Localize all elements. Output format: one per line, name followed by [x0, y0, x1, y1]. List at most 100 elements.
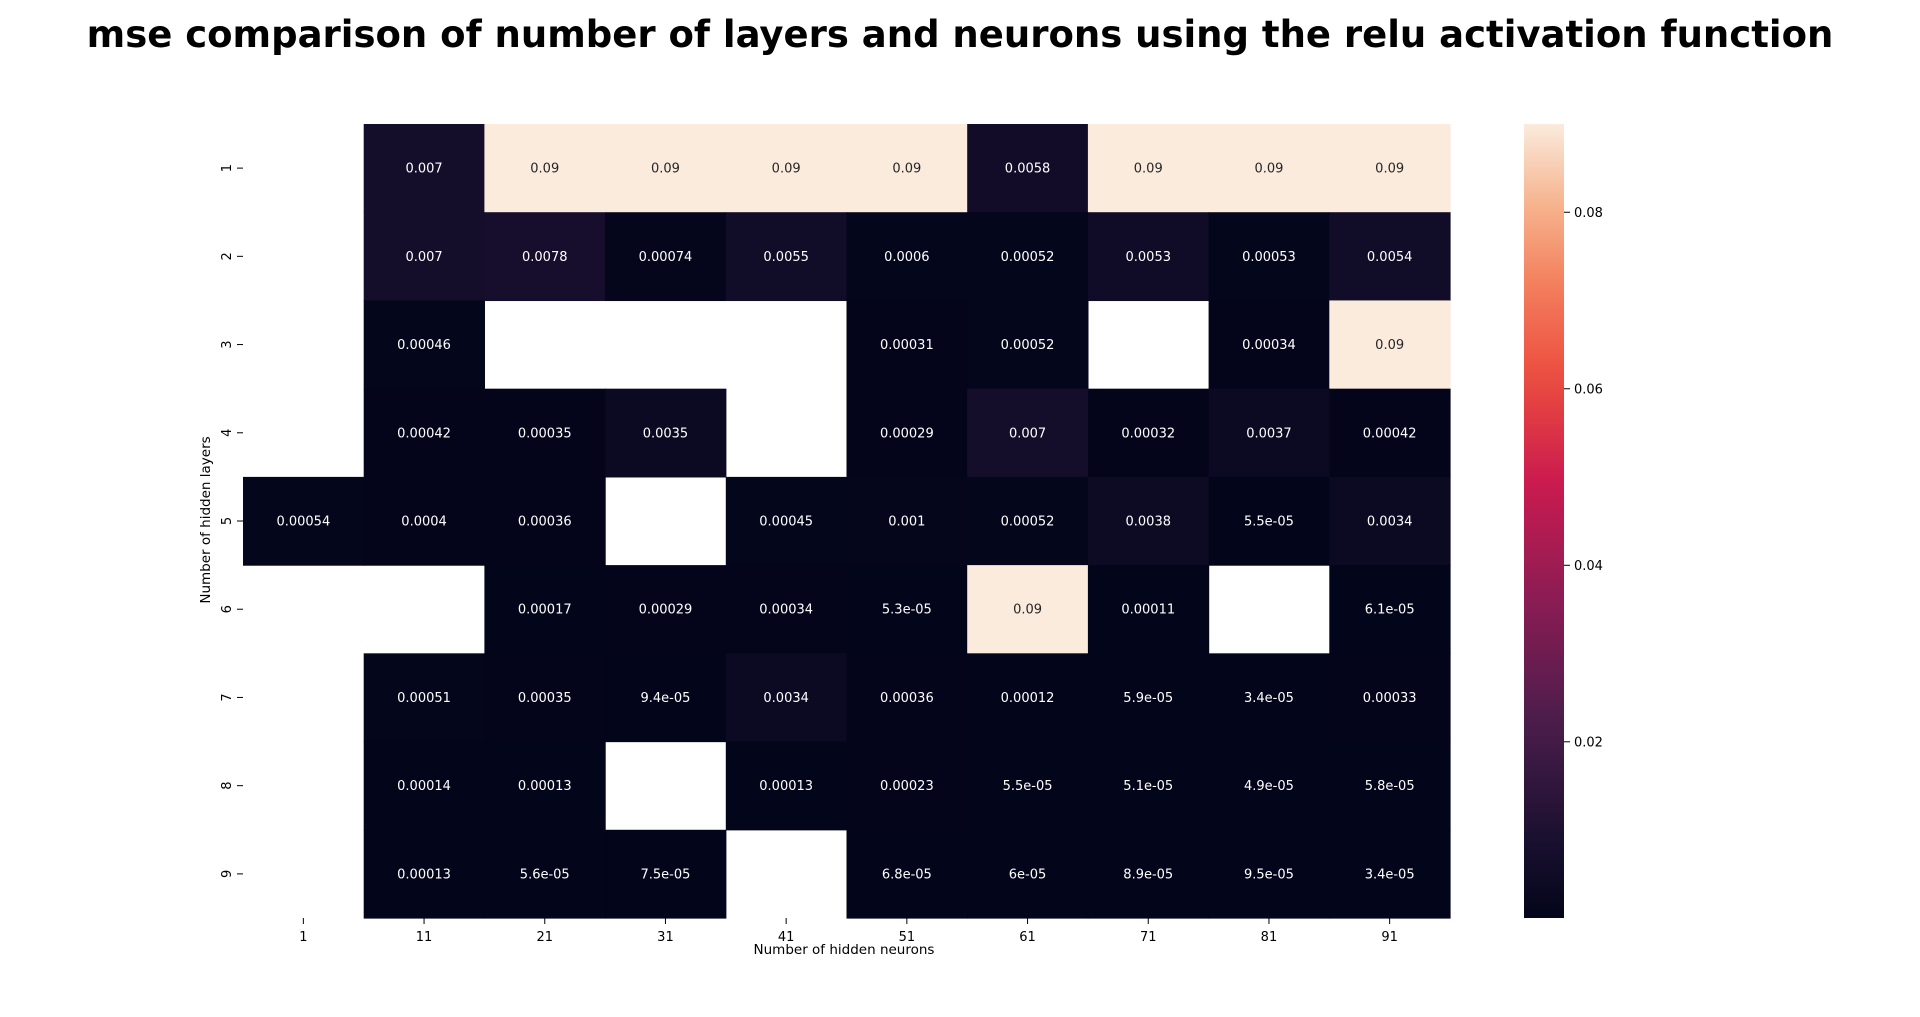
cell-annotation: 0.00054	[276, 515, 330, 530]
y-axis: 1 2 3 4 5 6 7 8 9	[220, 164, 243, 878]
cell-annotation: 0.0038	[1126, 515, 1172, 530]
heatmap-cell	[1208, 653, 1330, 743]
chart-title: mse comparison of number of layers and n…	[86, 13, 1834, 56]
heatmap-cell	[846, 300, 968, 390]
cell-annotation: 0.09	[1375, 338, 1404, 353]
x-tick-label: 71	[1140, 930, 1157, 945]
y-tick-label: 6	[220, 605, 235, 613]
cell-annotation: 0.00017	[518, 603, 572, 618]
heatmap-cell	[846, 212, 968, 302]
colorbar-gradient	[1524, 124, 1564, 918]
heatmap-cell	[363, 124, 485, 213]
heatmap-cell	[363, 829, 485, 919]
heatmap-cell	[967, 565, 1089, 654]
cell-annotation: 0.00053	[1242, 250, 1296, 265]
heatmap-cell	[605, 388, 727, 478]
cell-annotation: 0.00031	[880, 338, 934, 353]
cell-annotation: 0.09	[772, 162, 801, 177]
cell-annotation: 7.5e-05	[640, 867, 690, 882]
x-tick-label: 51	[899, 930, 916, 945]
cell-annotation: 0.007	[1009, 426, 1046, 441]
heatmap-cell	[1087, 741, 1210, 831]
heatmap-cell	[1087, 124, 1210, 213]
cell-annotation: 5.3e-05	[882, 603, 932, 618]
cell-annotation: 0.00036	[880, 691, 934, 706]
heatmap-cell	[725, 476, 848, 566]
cell-annotation: 6.8e-05	[882, 867, 932, 882]
cell-annotation: 0.09	[651, 162, 680, 177]
cell-annotation: 0.0035	[643, 426, 689, 441]
heatmap-cell	[725, 124, 848, 213]
heatmap-cells	[243, 124, 1451, 919]
y-tick-label: 8	[220, 782, 235, 790]
cell-annotation: 0.00011	[1121, 603, 1175, 618]
heatmap-cell	[967, 829, 1089, 919]
colorbar-tick-label: 0.08	[1574, 206, 1603, 221]
x-tick-label: 1	[299, 930, 307, 945]
heatmap-cell	[363, 653, 485, 743]
heatmap-cell	[243, 476, 365, 566]
x-tick-label: 91	[1381, 930, 1398, 945]
colorbar-tick-label: 0.06	[1574, 382, 1603, 397]
cell-annotation: 3.4e-05	[1244, 691, 1294, 706]
heatmap-cell	[1208, 388, 1330, 478]
cell-annotation: 6e-05	[1009, 867, 1047, 882]
cell-annotation: 0.001	[888, 515, 925, 530]
heatmap-cell	[846, 653, 968, 743]
cell-annotation: 0.00013	[518, 779, 572, 794]
heatmap-cell	[363, 741, 485, 831]
cell-annotation: 0.09	[530, 162, 559, 177]
heatmap-cell	[363, 300, 485, 390]
cell-annotation: 0.0058	[1005, 162, 1051, 177]
heatmap-cell	[605, 565, 727, 654]
heatmap-cell	[967, 653, 1089, 743]
y-axis-label: Number of hidden layers	[198, 436, 214, 603]
cell-annotation: 0.09	[1013, 603, 1042, 618]
cell-annotation: 5.5e-05	[1003, 779, 1053, 794]
heatmap-cell	[846, 476, 968, 566]
heatmap-cell	[1329, 388, 1451, 478]
cell-annotation: 0.00052	[1001, 250, 1055, 265]
heatmap-cell	[605, 124, 727, 213]
heatmap-cell	[846, 565, 968, 654]
heatmap-cell	[967, 300, 1089, 390]
cell-annotation: 6.1e-05	[1365, 603, 1415, 618]
cell-annotation: 0.00012	[1001, 691, 1055, 706]
x-tick-label: 41	[778, 930, 795, 945]
y-tick-label: 7	[220, 693, 235, 701]
cell-annotation: 0.007	[405, 250, 442, 265]
heatmap-cell	[846, 741, 968, 831]
cell-annotation: 5.6e-05	[520, 867, 570, 882]
cell-annotation: 0.00051	[397, 691, 451, 706]
heatmap-cell	[1087, 476, 1210, 566]
heatmap-cell	[605, 829, 727, 919]
heatmap-cell	[1329, 829, 1451, 919]
heatmap-cell	[1329, 124, 1451, 213]
heatmap-cell	[967, 212, 1089, 302]
x-tick-label: 61	[1019, 930, 1036, 945]
colorbar-tick-label: 0.04	[1574, 559, 1603, 574]
heatmap-cell	[967, 124, 1089, 213]
heatmap-cell	[484, 741, 606, 831]
heatmap-cell	[846, 829, 968, 919]
cell-annotation: 8.9e-05	[1123, 867, 1173, 882]
x-tick-label: 81	[1261, 930, 1278, 945]
cell-annotation: 0.0053	[1126, 250, 1172, 265]
heatmap-cell	[1208, 124, 1330, 213]
heatmap-cell	[363, 476, 485, 566]
cell-annotation: 0.00035	[518, 691, 572, 706]
heatmap-cell	[967, 741, 1089, 831]
cell-annotation: 0.0078	[522, 250, 568, 265]
cell-annotations: 0.007 0.09 0.09 0.09 0.09 0.0058 0.09 0.09 0.09 0…	[276, 162, 1416, 883]
cell-annotation: 0.00042	[397, 426, 451, 441]
heatmap-cell	[484, 476, 606, 566]
heatmap-cell	[725, 741, 848, 831]
heatmap-cell	[725, 565, 848, 654]
x-tick-label: 11	[416, 930, 433, 945]
cell-annotation: 0.0037	[1246, 426, 1292, 441]
cell-annotation: 0.09	[1375, 162, 1404, 177]
heatmap-cell	[1329, 476, 1451, 566]
cell-annotation: 0.00013	[759, 779, 813, 794]
cell-annotation: 0.00074	[639, 250, 693, 265]
